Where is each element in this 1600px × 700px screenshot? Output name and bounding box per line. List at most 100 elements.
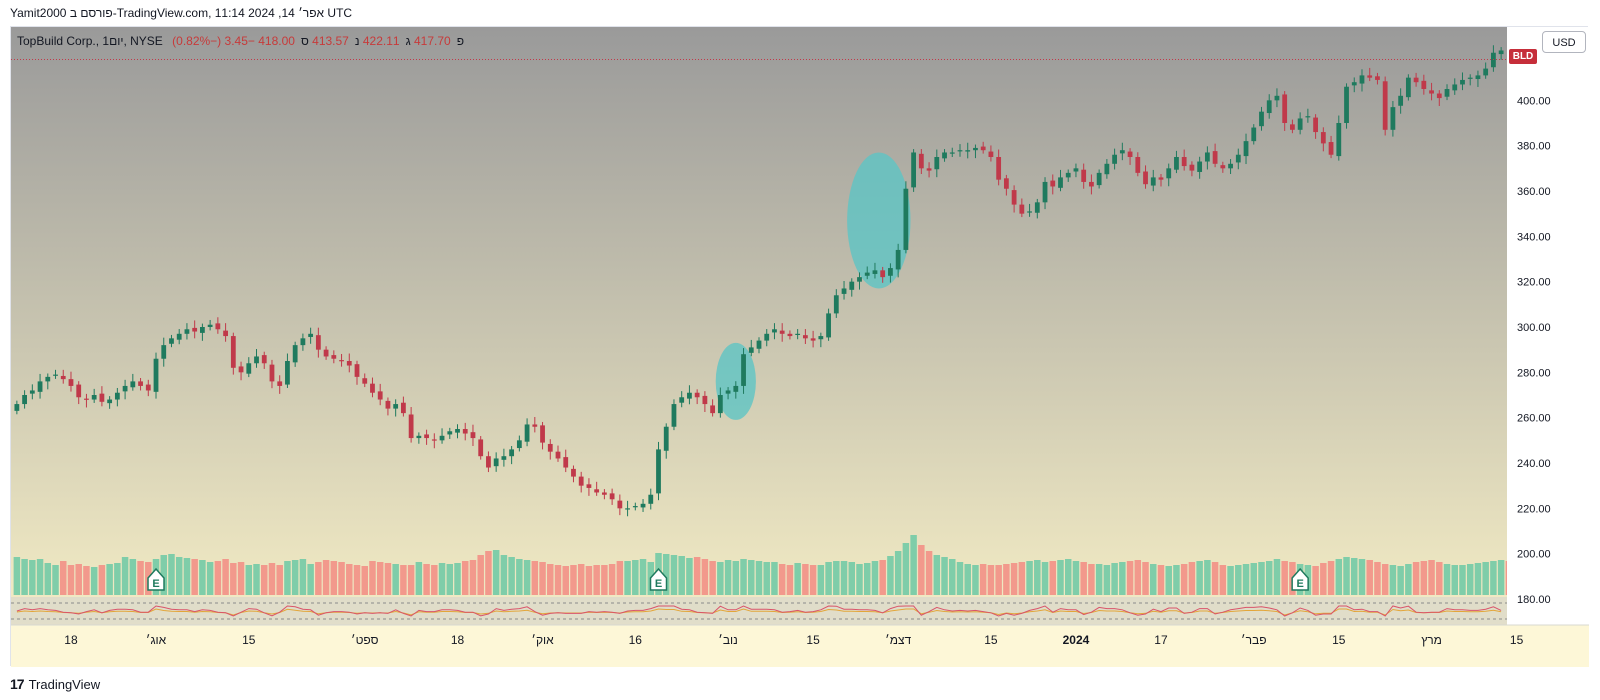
candle-body xyxy=(787,333,793,337)
volume-bar xyxy=(879,560,886,595)
time-tick-label: פבר׳ xyxy=(1241,633,1267,647)
volume-bar xyxy=(369,561,376,595)
candle-body xyxy=(601,492,607,495)
time-axis[interactable]: 18 אוג׳ 15 ספט׳ 18 אוק׳ 16 נוב׳ 15 דצמ׳ 15 2024 17 פב… xyxy=(11,624,1589,667)
candle-body xyxy=(632,506,638,508)
volume-bar xyxy=(1142,562,1149,595)
candle-body xyxy=(1359,75,1365,84)
volume-bar xyxy=(315,562,322,595)
candle-body xyxy=(1089,181,1094,187)
time-tick-label: נוב׳ xyxy=(718,633,738,647)
candle-body xyxy=(14,404,20,411)
volume-bar xyxy=(98,565,106,595)
candle-body xyxy=(1197,161,1203,172)
volume-bar xyxy=(338,562,345,595)
candle-body xyxy=(1220,165,1226,169)
volume-bar xyxy=(1474,563,1482,595)
time-tick-label: אוק׳ xyxy=(531,633,554,647)
volume-bar xyxy=(1026,561,1033,595)
volume-bar xyxy=(1405,564,1412,595)
volume-bar xyxy=(717,562,724,595)
candle-body xyxy=(864,272,870,276)
candle-body xyxy=(1436,93,1442,99)
volume-bar xyxy=(1227,566,1234,595)
volume-bar xyxy=(709,561,716,595)
price-axis[interactable]: 180.00 200.00 220.00 240.00 260.00 280.00 300.… xyxy=(1507,27,1589,625)
legend-low-value: 413.57 xyxy=(312,34,349,48)
volume-bar xyxy=(276,565,283,595)
volume-bar xyxy=(1335,559,1343,595)
volume-bar xyxy=(1211,562,1219,595)
currency-button[interactable]: USD xyxy=(1542,31,1586,53)
volume-bar xyxy=(724,560,732,595)
volume-bar xyxy=(1466,564,1474,595)
candle-body xyxy=(1382,81,1388,130)
candle-body xyxy=(238,366,244,373)
candle-body xyxy=(810,338,816,341)
volume-layer xyxy=(13,535,1582,595)
volume-bar xyxy=(1018,562,1026,595)
candle-body xyxy=(764,333,770,341)
candle-body xyxy=(308,333,314,337)
volume-bar xyxy=(1320,563,1327,595)
volume-bar xyxy=(1242,564,1250,595)
candlestick-chart[interactable]: E E E 180.00 200.00 220.00 240.00 260.00 280.00… xyxy=(11,27,1589,667)
candle-body xyxy=(717,395,723,414)
volume-bar xyxy=(817,565,825,595)
candle-body xyxy=(315,335,321,350)
volume-bar xyxy=(222,559,229,595)
highlight-ellipse xyxy=(847,152,911,289)
volume-bar xyxy=(632,560,639,595)
volume-bar xyxy=(1165,566,1172,595)
candle-body xyxy=(207,324,213,327)
volume-bar xyxy=(1459,565,1466,595)
volume-bar xyxy=(407,565,415,595)
time-tick-label: אוג׳ xyxy=(146,633,167,647)
candle-body xyxy=(501,456,507,460)
candle-body xyxy=(949,152,955,154)
volume-bar xyxy=(778,564,786,595)
candle-body xyxy=(818,336,824,340)
time-tick-label: דצמ׳ xyxy=(885,633,911,647)
candle-body xyxy=(903,188,909,250)
volume-bar xyxy=(547,564,554,595)
volume-bar xyxy=(121,557,129,595)
volume-bar xyxy=(972,565,979,595)
volume-bar xyxy=(1312,566,1319,595)
volume-bar xyxy=(1366,560,1373,595)
candle-body xyxy=(200,327,205,333)
candle-body xyxy=(261,355,267,364)
time-tick-label: מרץ xyxy=(1421,633,1442,647)
candle-body xyxy=(1135,157,1141,173)
time-tick-label: 15 xyxy=(1332,633,1346,647)
volume-bar xyxy=(956,562,964,595)
volume-bar xyxy=(1150,564,1157,595)
indicator-pane xyxy=(11,597,1507,625)
candle-body xyxy=(895,249,901,270)
tradingview-mark-icon: 17 xyxy=(10,676,25,692)
candle-body xyxy=(53,374,58,376)
candle-body xyxy=(300,338,306,346)
candle-body xyxy=(1189,164,1195,171)
volume-bar xyxy=(361,566,368,595)
volume-bar xyxy=(322,560,330,595)
candle-body xyxy=(346,361,352,366)
candle-body xyxy=(1127,151,1133,157)
volume-bar xyxy=(1351,558,1358,595)
volume-bar xyxy=(1490,561,1497,595)
volume-bar xyxy=(701,559,709,595)
tradingview-logo[interactable]: 17 TradingView xyxy=(10,676,100,692)
volume-bar xyxy=(106,564,113,595)
candle-body xyxy=(571,468,576,477)
tradingview-brand-text: TradingView xyxy=(28,676,101,692)
candle-body xyxy=(331,355,337,359)
volume-bar xyxy=(431,565,438,595)
legend-symbol-name: TopBuild Corp., 1יום, NYSE xyxy=(17,34,163,48)
volume-bar xyxy=(531,561,539,595)
candle-body xyxy=(1259,111,1264,127)
volume-bar xyxy=(918,545,925,595)
chart-frame[interactable]: E E E 180.00 200.00 220.00 240.00 260.00 280.00… xyxy=(10,26,1589,667)
candle-body xyxy=(277,381,283,386)
candle-body xyxy=(509,449,515,457)
candle-body xyxy=(702,395,708,405)
